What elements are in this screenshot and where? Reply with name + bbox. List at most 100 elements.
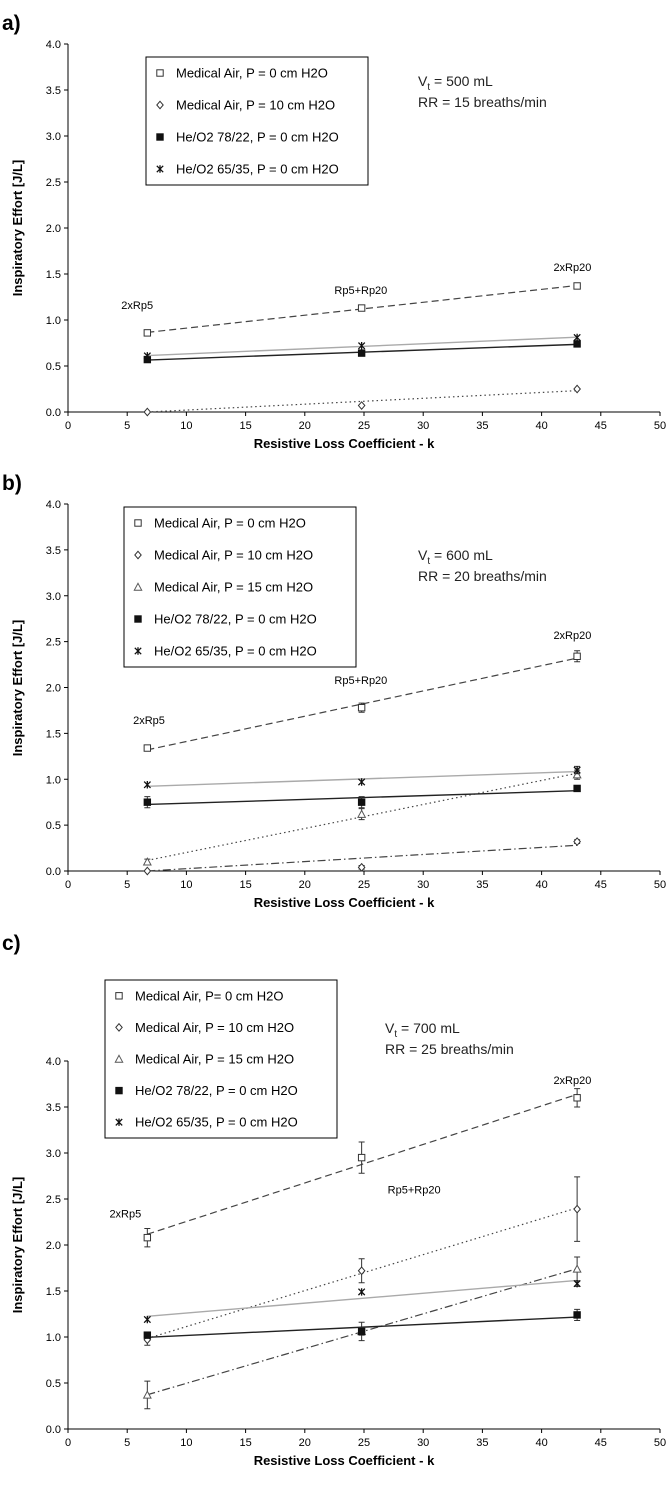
legend-marker bbox=[115, 1022, 123, 1032]
legend-entry: He/O2 78/22, P = 0 cm H2O bbox=[135, 1083, 298, 1098]
legend-entry: Medical Air, P = 15 cm H2O bbox=[154, 580, 313, 595]
data-point bbox=[357, 1327, 366, 1336]
y-tick-label: 4.0 bbox=[46, 39, 61, 51]
y-tick-label: 0.5 bbox=[46, 820, 61, 832]
y-tick-label: 3.0 bbox=[46, 131, 61, 143]
x-tick-label: 5 bbox=[124, 420, 130, 432]
y-axis-title: Inspiratory Effort [J/L] bbox=[10, 160, 25, 297]
x-tick-label: 50 bbox=[654, 420, 666, 432]
panel-label: c) bbox=[2, 932, 21, 955]
legend-box bbox=[104, 979, 338, 1139]
y-axis-title: Inspiratory Effort [J/L] bbox=[10, 1177, 25, 1314]
y-axis-title: Inspiratory Effort [J/L] bbox=[10, 620, 25, 757]
data-point bbox=[143, 1331, 152, 1339]
series-2 bbox=[142, 769, 582, 866]
data-point bbox=[572, 1264, 582, 1273]
series-line bbox=[147, 1093, 578, 1235]
legend-box bbox=[123, 506, 357, 668]
data-point bbox=[573, 1279, 581, 1288]
x-axis-title: Resistive Loss Coefficient - k bbox=[254, 436, 435, 451]
legend-marker bbox=[115, 1118, 123, 1126]
data-point bbox=[357, 401, 366, 411]
data-point bbox=[143, 352, 151, 360]
point-annotation: 2xRp20 bbox=[553, 1075, 591, 1087]
x-tick-label: 40 bbox=[535, 1437, 547, 1449]
series-3 bbox=[143, 333, 581, 360]
x-tick-label: 35 bbox=[476, 1437, 488, 1449]
series-line bbox=[147, 1316, 578, 1339]
x-tick-label: 30 bbox=[417, 420, 429, 432]
y-tick-label: 1.0 bbox=[46, 1332, 61, 1344]
data-point bbox=[143, 1233, 152, 1242]
data-point bbox=[573, 333, 581, 342]
legend-marker bbox=[156, 165, 164, 173]
legend-marker bbox=[156, 69, 164, 77]
data-point bbox=[357, 1288, 366, 1296]
legend-entry: Medical Air, P = 10 cm H2O bbox=[154, 548, 313, 563]
data-point bbox=[573, 652, 581, 661]
y-tick-label: 1.0 bbox=[46, 774, 61, 786]
y-tick-label: 3.0 bbox=[46, 1148, 61, 1160]
series-4 bbox=[143, 1279, 581, 1324]
y-tick-label: 2.5 bbox=[46, 637, 61, 649]
x-tick-label: 5 bbox=[124, 1437, 130, 1449]
legend-marker bbox=[115, 992, 123, 1000]
panel-label: b) bbox=[2, 472, 22, 495]
legend-entry: Medical Air, P = 10 cm H2O bbox=[176, 98, 335, 113]
y-tick-label: 2.0 bbox=[46, 1240, 61, 1252]
legend-entry: He/O2 78/22, P = 0 cm H2O bbox=[176, 130, 339, 145]
series-1 bbox=[143, 837, 581, 876]
y-tick-label: 1.5 bbox=[46, 269, 61, 281]
x-tick-label: 20 bbox=[299, 879, 311, 891]
data-point bbox=[357, 703, 366, 712]
data-point bbox=[143, 781, 151, 789]
x-tick-label: 15 bbox=[239, 420, 251, 432]
y-tick-label: 2.0 bbox=[46, 683, 61, 695]
point-annotation: 2xRp5 bbox=[109, 1208, 141, 1220]
respiratory-rate-label: RR = 20 breaths/min bbox=[418, 568, 547, 584]
x-tick-label: 45 bbox=[595, 420, 607, 432]
x-tick-label: 0 bbox=[65, 420, 71, 432]
y-tick-label: 4.0 bbox=[46, 1056, 61, 1068]
y-tick-label: 1.5 bbox=[46, 1286, 61, 1298]
legend-box bbox=[145, 56, 369, 186]
data-point bbox=[573, 1094, 581, 1102]
point-annotation: Rp5+Rp20 bbox=[334, 285, 387, 297]
data-point bbox=[143, 329, 152, 337]
data-point bbox=[572, 769, 582, 779]
y-tick-label: 2.0 bbox=[46, 223, 61, 235]
data-point bbox=[573, 384, 581, 394]
data-point bbox=[357, 304, 366, 312]
x-tick-label: 10 bbox=[180, 420, 192, 432]
data-point bbox=[143, 407, 152, 417]
data-point bbox=[573, 1311, 581, 1319]
y-tick-label: 2.5 bbox=[46, 1194, 61, 1206]
legend-entry: He/O2 78/22, P = 0 cm H2O bbox=[154, 612, 317, 627]
legend-marker bbox=[134, 615, 142, 623]
x-tick-label: 5 bbox=[124, 879, 130, 891]
data-point bbox=[573, 1204, 581, 1214]
series-1 bbox=[143, 384, 581, 417]
x-tick-label: 10 bbox=[180, 879, 192, 891]
series-4 bbox=[143, 765, 581, 789]
x-tick-label: 10 bbox=[180, 1437, 192, 1449]
y-tick-label: 1.0 bbox=[46, 315, 61, 327]
y-tick-label: 3.0 bbox=[46, 591, 61, 603]
point-annotation: 2xRp5 bbox=[121, 300, 153, 312]
point-annotation: Rp5+Rp20 bbox=[334, 675, 387, 687]
data-point bbox=[357, 809, 367, 818]
data-point bbox=[573, 282, 581, 290]
legend-marker bbox=[114, 1054, 124, 1063]
x-tick-label: 20 bbox=[299, 420, 311, 432]
respiratory-rate-label: RR = 15 breaths/min bbox=[418, 94, 547, 110]
y-tick-label: 4.0 bbox=[46, 499, 61, 511]
data-point bbox=[357, 349, 366, 357]
x-tick-label: 35 bbox=[476, 879, 488, 891]
data-point bbox=[357, 778, 366, 786]
data-point bbox=[357, 1266, 366, 1276]
x-tick-label: 45 bbox=[595, 1437, 607, 1449]
y-tick-label: 3.5 bbox=[46, 85, 61, 97]
data-point bbox=[143, 798, 152, 806]
series-line bbox=[147, 284, 578, 333]
